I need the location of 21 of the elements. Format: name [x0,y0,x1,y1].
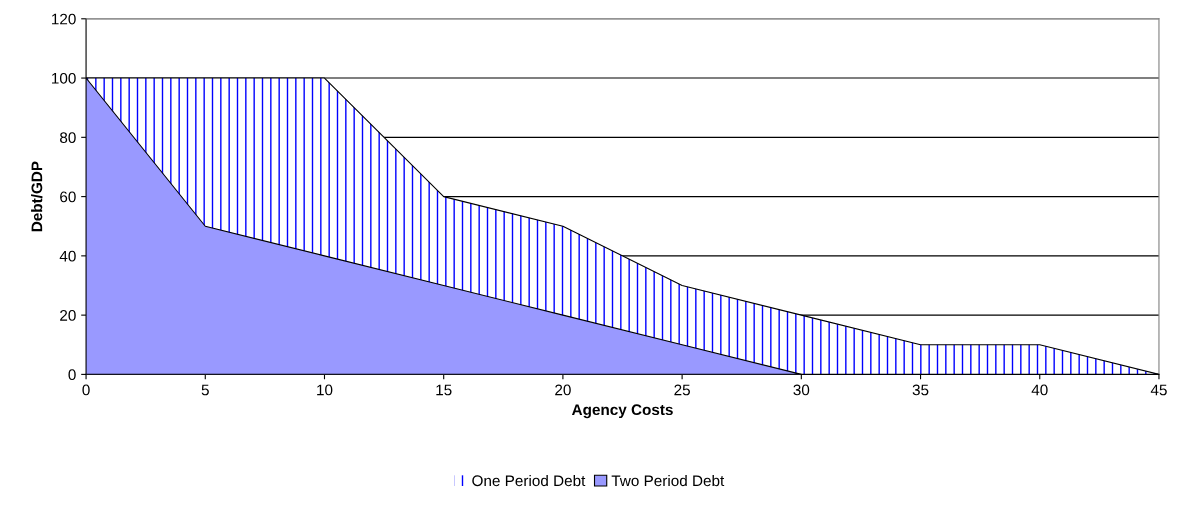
y-tick-label: 0 [68,369,76,381]
x-tick-label: 45 [1150,384,1167,396]
y-tick-label: 120 [52,13,76,25]
x-tick-label: 0 [82,384,90,396]
y-tick-label: 80 [60,132,76,144]
x-axis-title: Agency Costs [571,404,673,419]
x-tick-label: 5 [201,384,209,396]
y-axis-title: Debt/GDP [31,161,43,232]
legend-label: One Period Debt [472,474,586,487]
y-tick-label: 100 [52,72,76,84]
y-tick-label: 40 [59,250,76,262]
legend-label: Two Period Debt [611,474,725,487]
x-tick-label: 20 [555,384,571,396]
x-tick-label: 25 [674,384,690,396]
x-tick-label: 35 [912,384,929,396]
y-tick-label: 60 [60,191,76,203]
x-tick-label: 15 [436,384,452,396]
y-tick-label: 20 [60,310,76,321]
x-tick-label: 30 [793,384,810,396]
x-tick-label: 10 [317,384,333,396]
x-tick-label: 40 [1031,384,1048,396]
